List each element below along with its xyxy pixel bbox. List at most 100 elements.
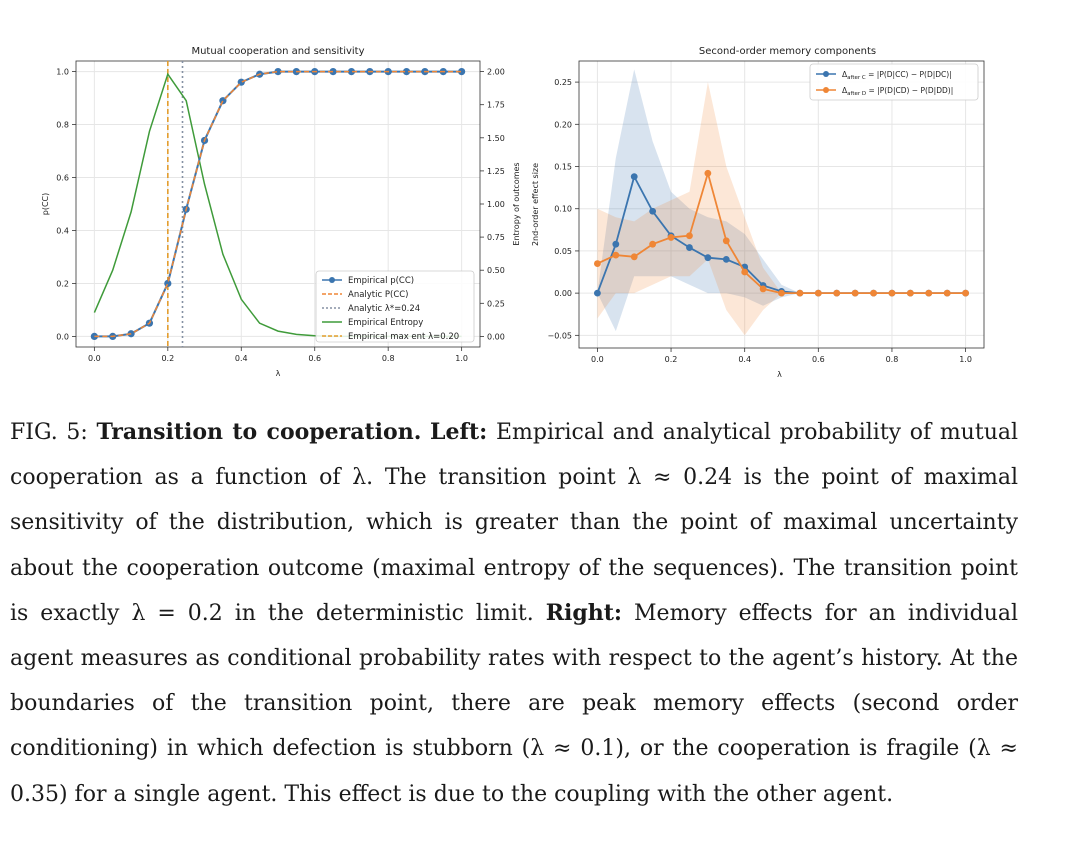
- data-point-after-d: [870, 289, 877, 297]
- caption-label: FIG. 5:: [10, 420, 88, 445]
- data-point-empirical-pcc: [329, 67, 337, 76]
- data-point-after-d: [851, 289, 859, 297]
- y-tick-label: 0.00: [554, 289, 572, 298]
- chart-left: 0.0 0.2 0.4 0.6 0.8 1.0 0.0 0.2 0.4 0.6 0.8 1.0 0.00…: [41, 46, 521, 378]
- legend-label: Empirical max ent λ=0.20: [348, 332, 459, 342]
- legend-delta: Δ: [842, 86, 848, 95]
- x-axis-label: λ: [777, 370, 782, 379]
- data-point-after-d: [612, 251, 620, 259]
- x-tick-label: 0.2: [665, 355, 678, 364]
- series-line-analytic-pcc: [94, 70, 462, 338]
- x-tick-label: 1.0: [455, 354, 468, 363]
- data-point-after-d: [814, 289, 822, 297]
- legend-label: Analytic P(CC): [348, 290, 409, 300]
- y-tick-label: 0.2: [56, 279, 69, 288]
- confidence-band-after-c: [597, 69, 966, 332]
- legend-box: [809, 63, 979, 101]
- chart-title: Mutual cooperation and sensitivity: [191, 46, 364, 57]
- x-tick-label: 0.6: [812, 355, 825, 364]
- data-point-after-d: [741, 268, 749, 276]
- chart-right: 0.0 0.2 0.4 0.6 0.8 1.0 −0.05 0.00 0.05 0.10 0.15 0…: [531, 46, 985, 379]
- legend-marker: [823, 87, 829, 93]
- legend-expression: = |P(D|CD) − P(D|DD)|: [866, 86, 953, 95]
- y-right-tick-label: 1.75: [487, 101, 505, 110]
- y-tick-label: 0.25: [554, 78, 572, 87]
- y-tick-label: 0.8: [56, 121, 69, 130]
- data-point-empirical-pcc: [164, 279, 172, 288]
- legend-label: Δafter D = |P(D|CD) − P(D|DD)|: [842, 86, 953, 97]
- y-tick-label: 1.0: [56, 68, 69, 77]
- data-point-after-c: [612, 240, 620, 248]
- legend-delta: Δ: [842, 70, 848, 79]
- data-point-after-d: [906, 289, 914, 297]
- y-right-tick-label: 1.25: [487, 167, 505, 176]
- data-point-empirical-pcc: [274, 67, 282, 76]
- data-point-after-d: [649, 240, 657, 248]
- y-right-tick-label: 2.00: [487, 68, 505, 77]
- data-point-after-d: [759, 285, 767, 293]
- data-point-empirical-pcc: [347, 67, 356, 76]
- caption-left-text: Empirical and analytical probability of …: [10, 420, 1019, 626]
- data-point-after-d: [722, 237, 730, 245]
- data-point-after-d: [925, 289, 933, 297]
- data-point-after-c: [686, 244, 693, 251]
- y-right-tick-label: 1.50: [487, 134, 505, 143]
- data-point-after-c: [704, 254, 712, 262]
- y-right-tick-label: 0.25: [487, 299, 505, 308]
- y-right-axis-label: Entropy of outcomes: [512, 162, 521, 245]
- figure: 0.0 0.2 0.4 0.6 0.8 1.00.00.20.40.60.81.00.00…: [41, 46, 985, 379]
- caption-heading: Transition to cooperation.: [96, 419, 422, 445]
- y-tick-label: 0.6: [56, 174, 69, 183]
- data-point-after-d: [888, 289, 896, 297]
- y-right-tick-label: 0.50: [487, 266, 505, 275]
- y-tick-label: 0.05: [554, 247, 572, 256]
- legend-subscript: after C: [847, 75, 866, 81]
- x-axis-label: λ: [276, 369, 281, 378]
- data-point-after-d: [778, 289, 785, 297]
- data-point-empirical-pcc: [90, 332, 98, 341]
- data-point-after-d: [833, 289, 841, 297]
- x-tick-label: 0.0: [88, 354, 101, 363]
- figure-caption: FIG. 5: Transition to cooperation. Left:…: [10, 410, 1018, 817]
- y-right-tick-label: 0.75: [487, 233, 505, 242]
- y-tick-label: 0.4: [56, 226, 69, 235]
- y-axis-label: 2nd-order effect size: [531, 163, 540, 246]
- y-right-tick-label: 1.00: [487, 200, 505, 209]
- x-tick-label: 0.8: [382, 354, 395, 363]
- data-point-after-d: [943, 289, 951, 297]
- data-point-after-d: [962, 289, 969, 297]
- caption-right-text: Memory effects for an individual agent m…: [10, 600, 1019, 807]
- y-tick-label: 0.15: [554, 163, 572, 172]
- legend-label: Δafter C = |P(D|CC) − P(D|DC)|: [842, 70, 952, 81]
- data-point-after-d: [594, 260, 601, 267]
- legend-subscript: after D: [847, 91, 866, 97]
- data-point-empirical-pcc: [458, 67, 466, 76]
- chart-title: Second-order memory components: [699, 46, 876, 57]
- y-axis-label: p(CC): [41, 193, 50, 216]
- legend-label: Empirical p(CC): [348, 276, 414, 286]
- data-point-after-c: [722, 255, 730, 263]
- x-tick-label: 1.0: [959, 355, 972, 364]
- x-tick-label: 0.0: [591, 355, 604, 364]
- legend-marker: [823, 71, 829, 77]
- y-tick-label: 0.10: [554, 205, 572, 214]
- y-tick-label: 0.0: [56, 332, 69, 341]
- x-tick-label: 0.8: [886, 355, 899, 364]
- data-point-after-c: [649, 207, 657, 215]
- y-tick-label: 0.20: [554, 120, 572, 129]
- caption-right-label: Right:: [545, 599, 623, 626]
- legend-label: Empirical Entropy: [348, 318, 423, 328]
- data-point-after-c: [630, 173, 638, 181]
- legend-expression: = |P(D|CC) − P(D|DC)|: [866, 70, 952, 79]
- legend-marker: [329, 277, 335, 283]
- data-point-after-d: [796, 289, 804, 297]
- legend-label: Analytic λ*=0.24: [348, 304, 420, 314]
- y-right-tick-label: 0.00: [487, 332, 505, 341]
- plot-frame: [578, 60, 985, 349]
- confidence-band-after-d: [597, 82, 966, 336]
- caption-left-label: Left:: [430, 419, 488, 445]
- data-point-empirical-pcc: [402, 67, 411, 76]
- data-point-empirical-pcc: [219, 97, 227, 105]
- data-point-after-d: [667, 234, 675, 241]
- data-point-after-c: [594, 289, 601, 297]
